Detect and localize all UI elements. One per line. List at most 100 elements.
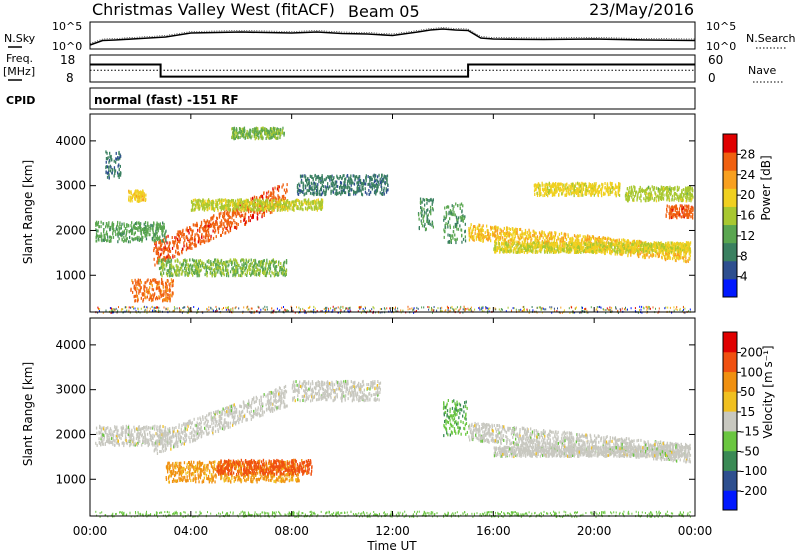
scatter-cell <box>186 229 189 233</box>
scatter-cell <box>457 204 459 207</box>
scatter-cell <box>527 233 529 237</box>
scatter-cell <box>158 280 160 284</box>
scatter-cell <box>216 220 218 224</box>
scatter-cell <box>106 223 108 227</box>
scatter-cell <box>110 236 113 240</box>
scatter-cell <box>191 204 194 208</box>
scatter-cell <box>546 245 548 248</box>
scatter-cell <box>210 224 212 228</box>
scatter-cell <box>220 211 222 215</box>
scatter-cell <box>229 270 232 274</box>
scatter-cell <box>168 293 170 297</box>
scatter-cell <box>196 263 199 267</box>
scatter-cell <box>444 230 446 234</box>
scatter-cell <box>272 203 275 207</box>
scatter-cell <box>186 236 189 240</box>
scatter-cell <box>644 256 646 260</box>
scatter-cell <box>591 244 593 248</box>
scatter-cell <box>268 130 271 134</box>
scatter-cell <box>386 188 388 192</box>
scatter-cell <box>418 217 420 221</box>
scatter-cell <box>350 181 352 185</box>
scatter-cell <box>667 251 670 255</box>
scatter-cell <box>113 166 116 170</box>
scatter-cell <box>330 175 332 179</box>
scatter-cell <box>359 181 361 185</box>
scatter-cell <box>560 249 562 253</box>
scatter-cell <box>158 282 160 286</box>
scatter-cell <box>153 278 155 282</box>
scatter-cell <box>551 234 553 238</box>
scatter-cell <box>489 236 491 240</box>
scatter-cell <box>575 235 577 239</box>
scatter-cell <box>252 270 254 274</box>
scatter-cell <box>308 198 310 202</box>
scatter-cell <box>687 243 689 247</box>
scatter-cell <box>374 173 376 177</box>
scatter-cell <box>636 240 638 244</box>
scatter-cell <box>224 210 226 214</box>
scatter-cell <box>263 191 265 195</box>
scatter-cell <box>575 240 577 244</box>
scatter-cell <box>609 237 612 241</box>
scatter-cell <box>156 285 158 289</box>
scatter-cell <box>325 176 327 180</box>
scatter-cell <box>368 192 370 196</box>
scatter-cell <box>208 199 211 203</box>
scatter-cell <box>139 190 141 194</box>
scatter-cell <box>137 296 139 300</box>
scatter-cell <box>164 248 166 251</box>
scatter-cell <box>314 191 316 195</box>
scatter-cell <box>190 243 192 247</box>
scatter-cell <box>232 269 234 273</box>
scatter-cell <box>598 239 600 243</box>
scatter-cell <box>161 242 163 246</box>
scatter-cell <box>614 239 616 243</box>
scatter-cell <box>267 136 270 140</box>
scatter-cell <box>218 268 220 272</box>
scatter-cell <box>243 263 245 267</box>
scatter-cell <box>250 272 253 276</box>
scatter-cell <box>307 189 310 193</box>
scatter-cell <box>199 269 201 273</box>
scatter-cell <box>118 173 121 177</box>
scatter-cell <box>122 231 124 235</box>
scatter-cell <box>201 264 204 268</box>
scatter-cell <box>247 205 249 209</box>
scatter-cell <box>254 198 256 202</box>
scatter-cell <box>667 246 670 250</box>
scatter-cell <box>423 213 425 217</box>
scatter-cell <box>641 244 643 247</box>
scatter-cell <box>338 191 340 195</box>
scatter-cell <box>280 205 283 208</box>
scatter-cell <box>340 184 342 188</box>
scatter-cell <box>349 181 351 185</box>
scatter-cell <box>280 199 282 203</box>
scatter-cell <box>427 213 429 217</box>
scatter-cell <box>177 250 179 254</box>
scatter-cell <box>504 237 506 241</box>
scatter-cell <box>191 232 193 236</box>
scatter-cell <box>240 215 242 219</box>
scatter-cell <box>196 274 198 278</box>
scatter-cell <box>246 202 248 206</box>
scatter-cell <box>203 200 205 204</box>
scatter-cell <box>110 156 112 160</box>
scatter-cell <box>139 282 141 286</box>
scatter-cell <box>237 207 240 211</box>
scatter-cell <box>108 165 110 169</box>
scatter-cell <box>266 196 268 199</box>
scatter-cell <box>232 131 234 135</box>
scatter-cell <box>306 183 308 187</box>
scatter-cell <box>296 190 299 194</box>
scatter-cell <box>509 241 511 245</box>
scatter-cell <box>143 289 146 293</box>
scatter-cell <box>675 259 677 263</box>
scatter-cell <box>268 261 271 265</box>
scatter-cell <box>518 242 520 246</box>
scatter-cell <box>305 175 307 179</box>
scatter-cell <box>114 172 116 175</box>
scatter-cell <box>319 206 321 210</box>
scatter-cell <box>141 198 143 202</box>
scatter-cell <box>206 219 208 223</box>
